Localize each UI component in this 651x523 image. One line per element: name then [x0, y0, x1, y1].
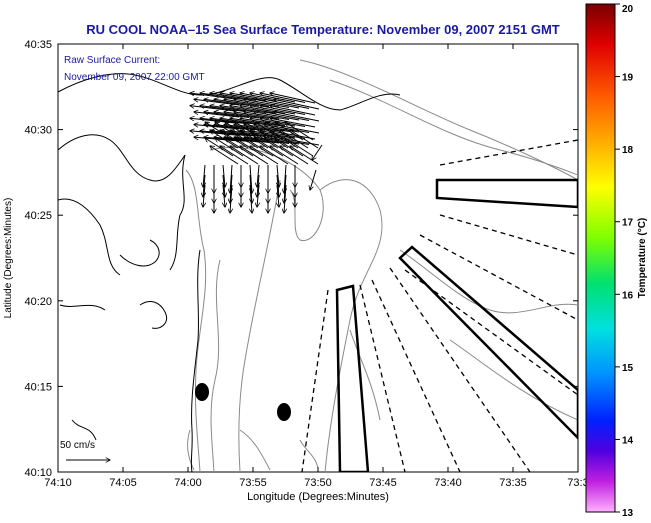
current-vector	[264, 99, 310, 109]
current-vector	[250, 146, 279, 165]
current-vector	[284, 164, 286, 193]
colorbar-tick-label: 16	[622, 290, 634, 301]
mooring-marker	[195, 383, 209, 401]
x-tick-label: 73:45	[369, 477, 397, 489]
colorbar-tick-label: 15	[622, 363, 634, 374]
current-vector	[250, 106, 296, 115]
colorbar-tick-label: 20	[622, 4, 634, 15]
colorbar-label: Temperature (°C)	[637, 218, 648, 299]
x-tick-label: 73:35	[499, 477, 527, 489]
x-tick-label: 74:05	[109, 477, 137, 489]
colorbar-gradient	[585, 3, 616, 513]
x-tick-label: 73:55	[239, 477, 267, 489]
current-vector	[254, 99, 300, 109]
current-vector	[284, 174, 286, 203]
current-vector	[290, 130, 319, 149]
current-vector	[203, 174, 205, 197]
y-tick-label: 40:10	[24, 467, 52, 479]
scale-label: 50 cm/s	[60, 440, 95, 451]
current-vector	[260, 93, 306, 103]
current-vector	[257, 174, 259, 197]
y-axis: 40:35 40:30 40:25 40:20 40:15 40:10	[24, 39, 578, 479]
current-vector	[223, 174, 225, 197]
mooring-marker	[277, 403, 291, 421]
coastline	[58, 73, 401, 472]
colorbar-tick-label: 13	[622, 508, 634, 518]
current-vector	[260, 131, 306, 139]
current-vector	[230, 164, 232, 193]
current-vector	[203, 164, 205, 187]
current-vector	[280, 130, 309, 149]
current-vector	[312, 144, 323, 160]
current-vector	[240, 146, 269, 165]
current-vector	[274, 99, 320, 110]
current-vector	[230, 146, 259, 165]
colorbar-tick-label: 17	[622, 218, 634, 229]
current-vector	[270, 118, 316, 128]
current-vector	[310, 169, 317, 190]
y-axis-label: Latitude (Degrees:Minutes)	[3, 198, 14, 319]
current-annotation-line1: Raw Surface Current:	[64, 55, 160, 66]
radar-sector-lines	[301, 139, 578, 472]
current-vector	[285, 138, 314, 157]
y-tick-label: 40:25	[24, 210, 52, 222]
current-vector	[277, 184, 279, 207]
surface-current-vectors	[190, 93, 323, 213]
x-tick-label: 74:10	[44, 477, 72, 489]
y-tick-label: 40:20	[24, 296, 52, 308]
current-vector	[254, 112, 300, 121]
current-vector	[257, 184, 259, 207]
bathymetry-contours	[185, 59, 578, 472]
sector-outlines	[335, 178, 578, 472]
current-vector	[285, 122, 314, 141]
y-tick-label: 40:35	[24, 39, 52, 51]
colorbar-tick-label: 19	[622, 73, 634, 84]
colorbar: 20 19 18 17 16 15 14 13 Temperature (°C)	[585, 3, 648, 519]
current-vector	[250, 93, 296, 103]
current-annotation-line2: November 09, 2007 22:00 GMT	[64, 72, 205, 83]
current-vector	[257, 164, 259, 187]
current-vector	[264, 112, 310, 121]
current-vector	[274, 112, 320, 122]
x-tick-label: 74:00	[174, 477, 202, 489]
current-vector	[280, 146, 309, 165]
current-vector	[244, 112, 290, 120]
current-vector	[244, 99, 290, 108]
x-axis: 74:10 74:05 74:00 73:55 73:50 73:45 73:40 73:35…	[44, 44, 589, 489]
current-vector	[210, 146, 239, 165]
current-vector	[203, 184, 205, 207]
colorbar-tick-label: 18	[622, 145, 634, 156]
current-vector	[270, 146, 299, 165]
current-vector	[270, 93, 316, 104]
y-tick-label: 40:30	[24, 125, 52, 137]
x-tick-label: 73:40	[434, 477, 462, 489]
current-vector	[277, 174, 279, 197]
plot-area: Raw Surface Current: November 09, 2007 2…	[57, 43, 579, 473]
current-vector	[260, 146, 289, 165]
current-vector	[220, 146, 249, 165]
current-vector	[277, 164, 279, 187]
current-vector	[270, 106, 316, 116]
figure-title: RU COOL NOAA–15 Sea Surface Temperature:…	[86, 22, 560, 37]
colorbar-ticks: 20 19 18 17 16 15 14 13	[615, 3, 634, 519]
current-vector	[223, 164, 225, 187]
current-vector	[260, 106, 306, 115]
y-tick-label: 40:15	[24, 381, 52, 393]
current-vector	[270, 131, 316, 140]
current-vector	[250, 164, 252, 193]
current-vector	[223, 184, 225, 207]
current-vector	[230, 184, 232, 213]
current-vector	[250, 174, 252, 203]
x-tick-label: 73:3	[567, 477, 588, 489]
current-vector	[230, 174, 232, 203]
x-tick-label: 73:50	[304, 477, 332, 489]
current-vector	[260, 118, 306, 127]
current-vector	[250, 184, 252, 213]
current-vector	[284, 184, 286, 213]
colorbar-tick-label: 14	[622, 435, 634, 446]
x-axis-label: Longitude (Degrees:Minutes)	[247, 491, 389, 503]
